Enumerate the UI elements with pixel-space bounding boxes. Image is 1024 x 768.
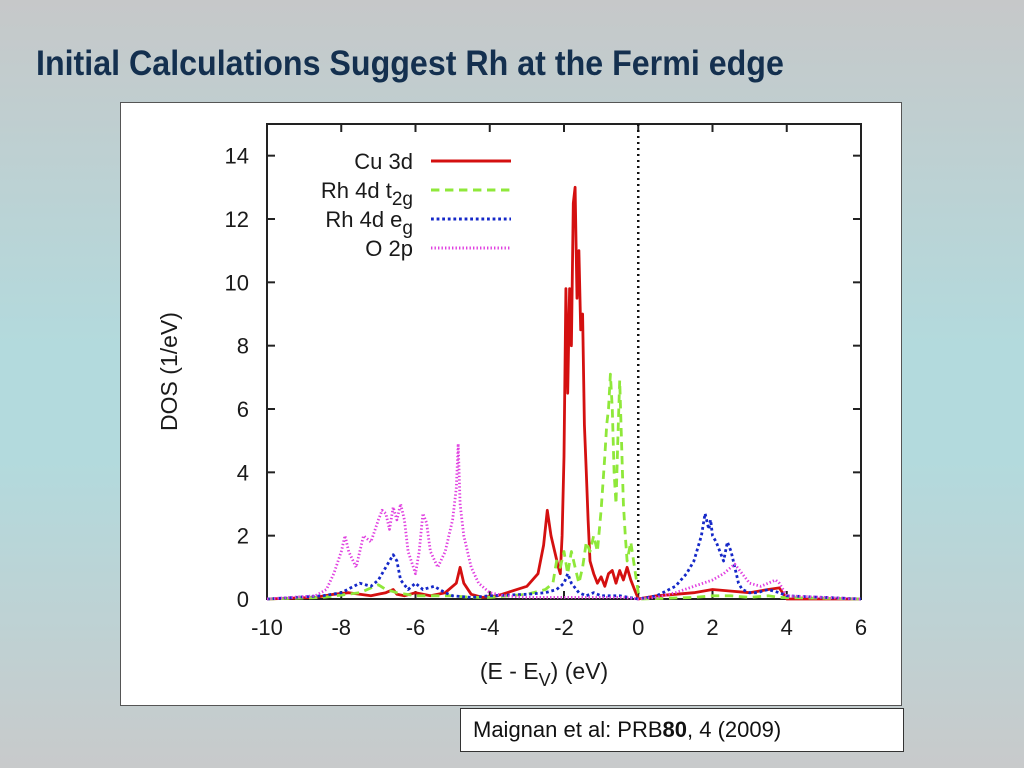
series-line-cu-3d [266, 185, 861, 601]
citation-box: Maignan et al: PRB 80, 4 (2009) [460, 708, 904, 752]
y-tick-label: 8 [237, 334, 249, 359]
x-tick-label: 6 [855, 615, 867, 640]
citation-prefix: Maignan et al: PRB [473, 717, 663, 742]
x-tick-label: -8 [331, 615, 351, 640]
y-tick-label: 10 [225, 270, 249, 295]
legend-label: O 2p [365, 236, 413, 261]
citation-volume: 80 [662, 717, 688, 742]
y-tick-label: 0 [237, 587, 249, 612]
legend-label: Cu 3d [354, 149, 413, 174]
y-tick-label: 12 [225, 207, 249, 232]
y-tick-label: 2 [237, 524, 249, 549]
series-line-rh-4d-e [266, 512, 862, 601]
x-tick-label: -10 [251, 615, 283, 640]
series-line-o-2p [266, 442, 862, 601]
y-tick-label: 14 [225, 144, 249, 169]
y-tick-label: 4 [237, 460, 249, 485]
slide-title: Initial Calculations Suggest Rh at the F… [36, 44, 784, 83]
x-tick-label: -4 [480, 615, 500, 640]
legend-label: Rh 4d t2g [321, 178, 413, 210]
y-tick-label: 6 [237, 397, 249, 422]
legend-label: Rh 4d eg [325, 207, 413, 239]
x-tick-label: -6 [406, 615, 426, 640]
x-axis-title: (E - EV) (eV) [480, 658, 608, 690]
series-line-rh-4d-t [266, 372, 862, 601]
x-tick-label: 4 [781, 615, 793, 640]
x-tick-label: -2 [554, 615, 574, 640]
x-tick-label: 0 [632, 615, 644, 640]
citation-suffix: , 4 (2009) [687, 717, 782, 742]
y-axis-title: DOS (1/eV) [156, 312, 182, 431]
dos-chart: -10 -8 -6 -4 -2 0 2 4 6 0 2 4 6 8 10 12 14 Cu 3d Rh 4d t2g… [156, 123, 867, 690]
x-tick-label: 2 [706, 615, 718, 640]
chart-frame: -10 -8 -6 -4 -2 0 2 4 6 0 2 4 6 8 10 12 14 Cu 3d Rh 4d t2g… [120, 102, 902, 706]
